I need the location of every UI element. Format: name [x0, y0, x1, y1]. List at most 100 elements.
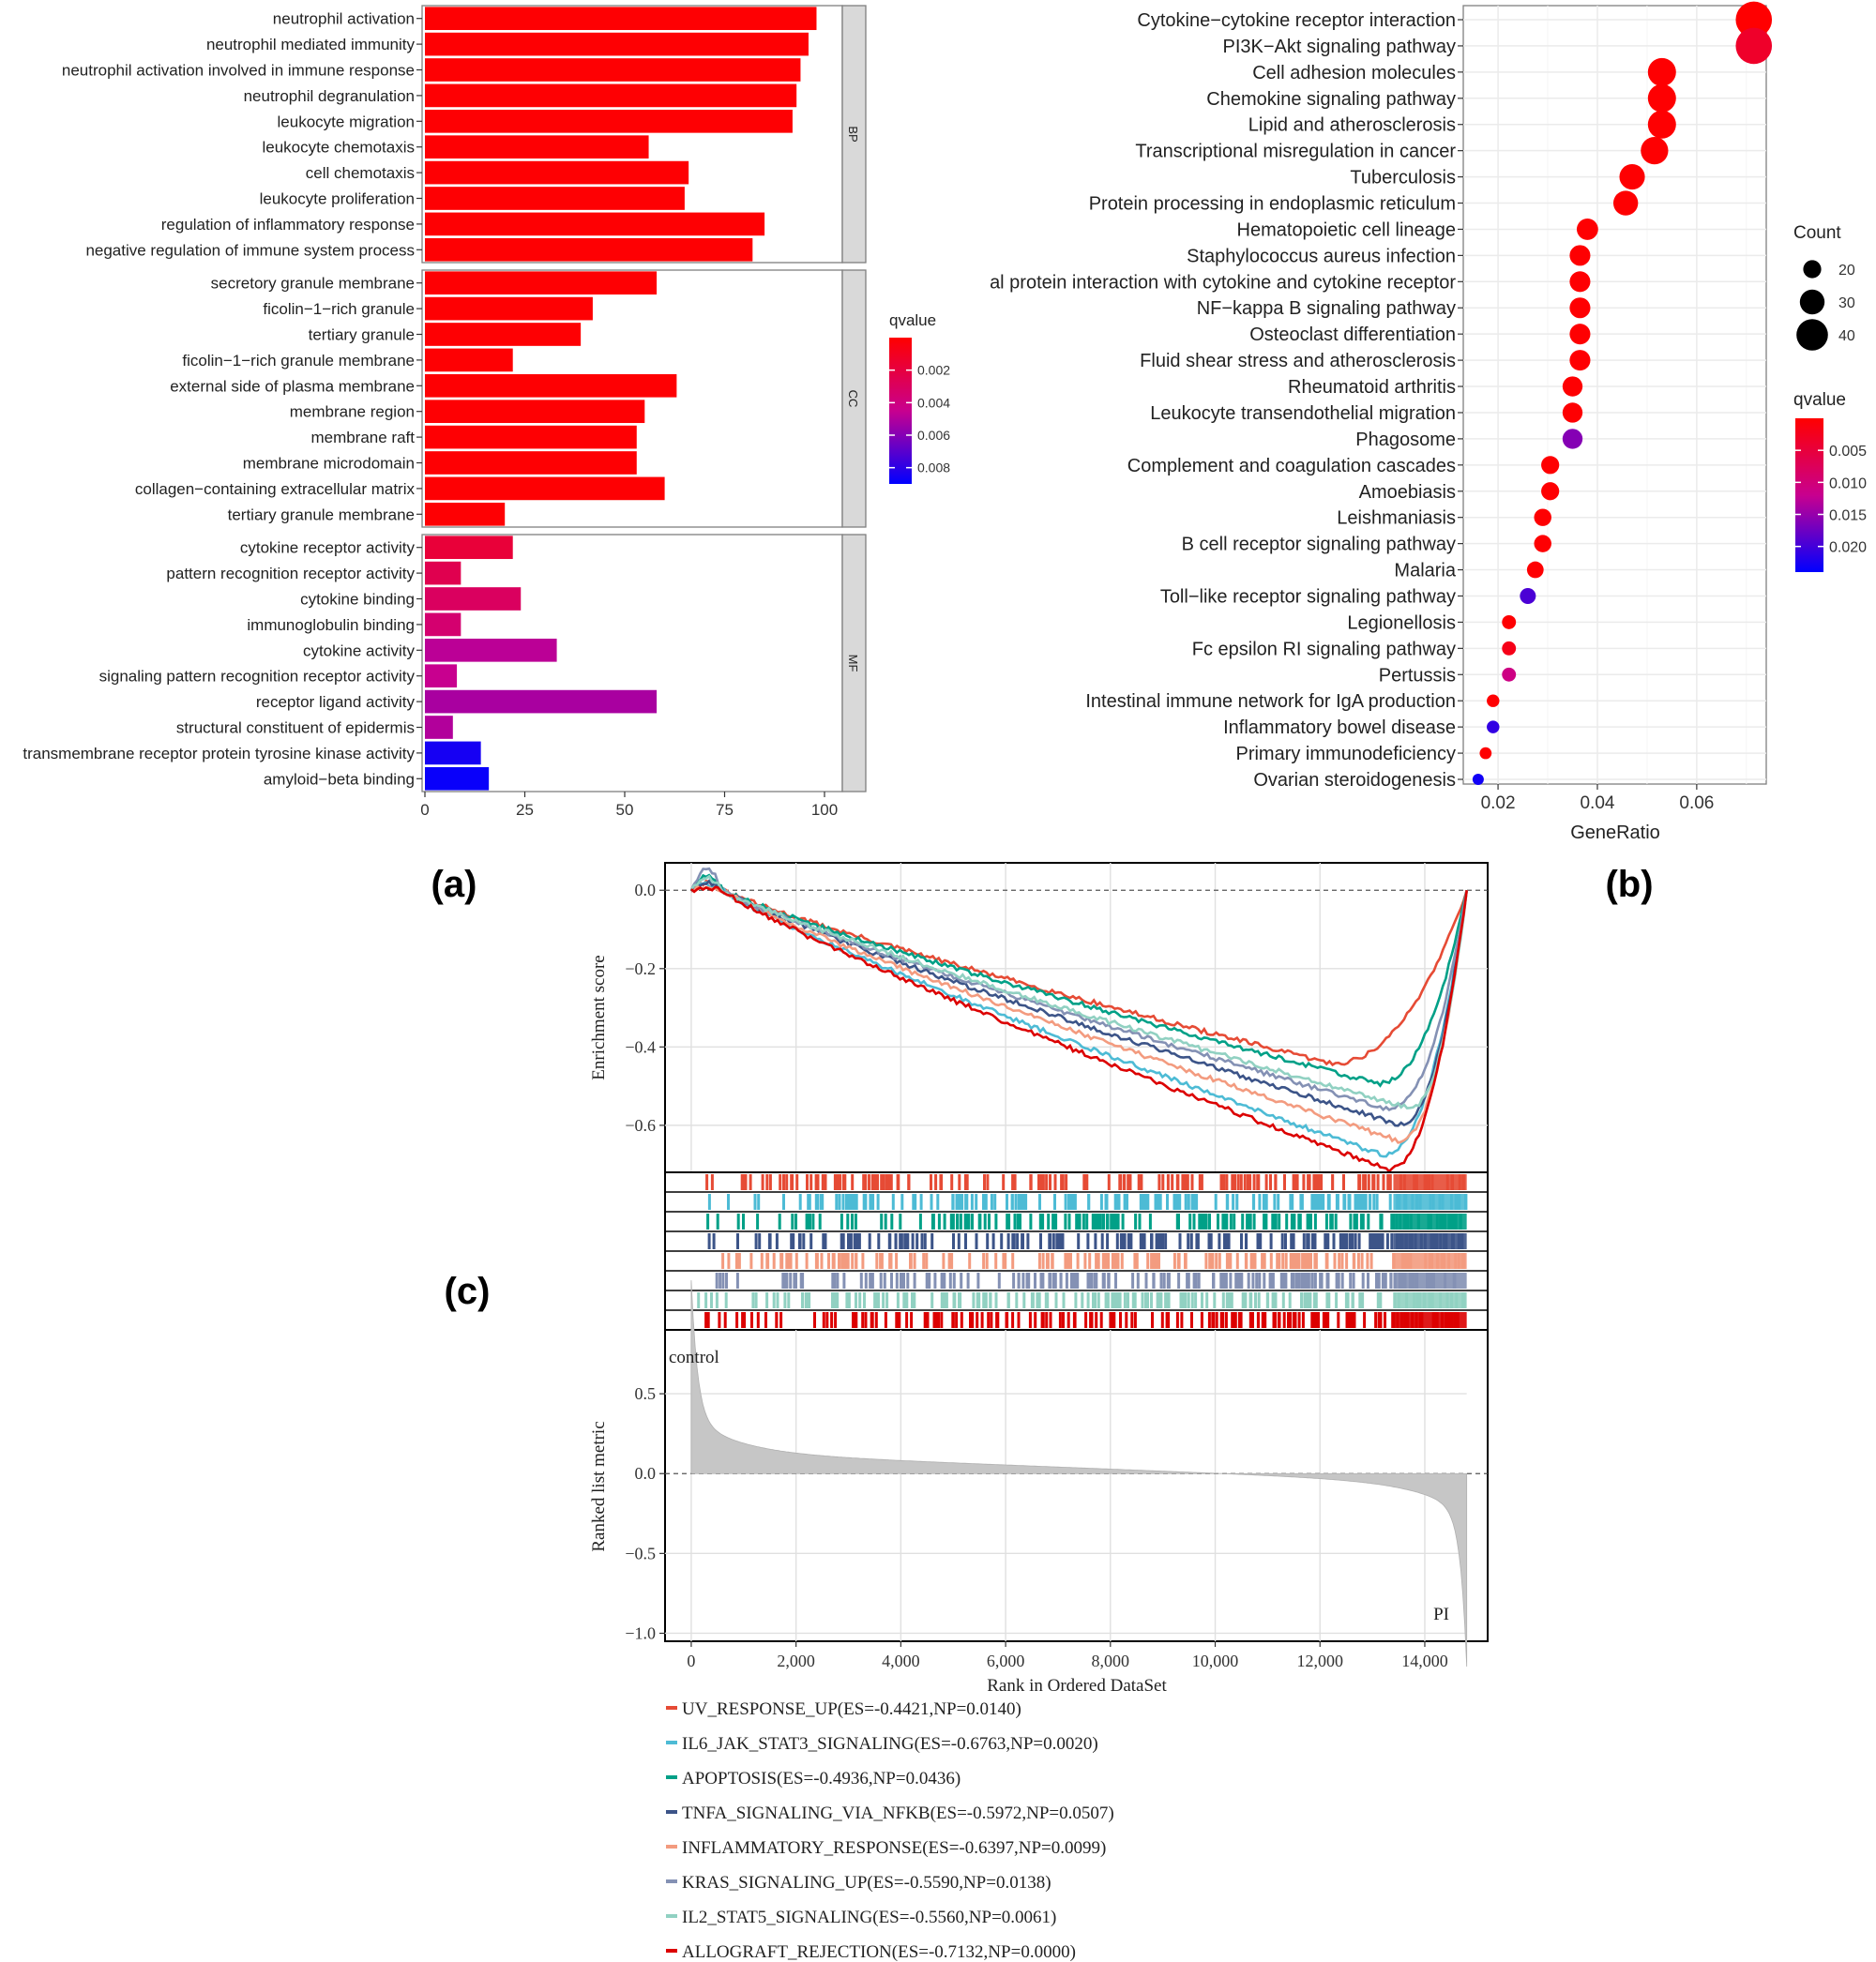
point — [1569, 271, 1591, 293]
term-label: negative regulation of immune system pro… — [85, 241, 415, 259]
term-label: Rheumatoid arthritis — [1288, 377, 1456, 398]
term-label: Inflammatory bowel disease — [1223, 717, 1456, 738]
point — [1502, 614, 1517, 629]
term-label: Primary immunodeficiency — [1235, 744, 1456, 764]
term-label: secretory granule membrane — [211, 275, 415, 293]
facet-panel-mf — [421, 534, 843, 792]
term-label: leukocyte migration — [278, 113, 415, 130]
panel-c-metric-frame — [664, 1329, 1489, 1642]
x-tick-label: 6,000 — [987, 1652, 1025, 1670]
x-tick-label: 14,000 — [1401, 1652, 1448, 1670]
x-tick-label: 25 — [516, 801, 534, 819]
panel-c-metric-area — [690, 1280, 1468, 1668]
term-label: Protein processing in endoplasmic reticu… — [1089, 194, 1456, 215]
legend-label: IL6_JAK_STAT3_SIGNALING(ES=-0.6763,NP=0.… — [682, 1734, 1098, 1754]
bar — [425, 664, 458, 688]
point — [1541, 482, 1560, 501]
y-tick-label: −0.4 — [625, 1037, 656, 1056]
term-label: leukocyte proliferation — [260, 190, 415, 208]
y-tick-label: 0.0 — [635, 881, 657, 899]
panel-label-a: (a) — [431, 864, 477, 905]
legend-tick-label: 0.005 — [1829, 444, 1867, 460]
term-label: tertiary granule membrane — [228, 506, 415, 523]
panel-c-es-lines — [689, 867, 1468, 1173]
bar — [425, 766, 490, 791]
bar — [425, 638, 557, 662]
term-label: NF−kappa B signaling pathway — [1197, 298, 1456, 319]
term-label: pattern recognition receptor activity — [166, 565, 415, 582]
term-label: cytokine receptor activity — [240, 539, 416, 557]
legend-label: KRAS_SIGNALING_UP(ES=-0.5590,NP=0.0138) — [682, 1873, 1051, 1893]
point — [1479, 747, 1492, 760]
term-label: receptor ligand activity — [256, 693, 416, 711]
term-label: leukocyte chemotaxis — [262, 139, 415, 157]
point — [1647, 110, 1676, 139]
term-label: Leukocyte transendothelial migration — [1150, 403, 1456, 424]
bar — [425, 32, 809, 56]
hit-marks-tnfa-signaling-via-nfkb — [707, 1233, 1464, 1249]
panel-b-count-legend-title: Count — [1793, 223, 1841, 243]
point — [1641, 137, 1669, 165]
y-tick-label: −0.2 — [625, 959, 656, 978]
panel-a-bars — [425, 7, 817, 791]
panel-c-x-axis-title: Rank in Ordered DataSet — [987, 1676, 1167, 1696]
term-label: Phagosome — [1355, 430, 1456, 450]
point — [1502, 641, 1517, 656]
term-label: tertiary granule — [309, 326, 415, 344]
term-label: B cell receptor signaling pathway — [1182, 535, 1456, 555]
hit-block-allograft-rejection — [1393, 1312, 1467, 1328]
legend-label: ALLOGRAFT_REJECTION(ES=-0.7132,NP=0.0000… — [682, 1942, 1076, 1962]
term-label: Transcriptional misregulation in cancer — [1135, 142, 1456, 162]
term-label: Leishmaniasis — [1337, 508, 1456, 529]
term-label: regulation of inflammatory response — [161, 216, 415, 234]
bar — [425, 476, 665, 501]
facet-strip-label: MF — [846, 655, 860, 672]
point — [1619, 164, 1645, 190]
y-tick-label: −0.6 — [625, 1116, 656, 1135]
point — [1576, 219, 1598, 240]
panel-a-facet-strips: BP CC MF — [841, 5, 867, 792]
legend-tick-label: 0.008 — [917, 460, 950, 475]
term-label: cytokine activity — [303, 641, 416, 659]
term-label: membrane region — [290, 403, 415, 421]
bar — [425, 451, 637, 475]
x-tick-label: 0 — [420, 801, 429, 819]
term-label: Complement and coagulation cascades — [1127, 456, 1456, 476]
term-label: signaling pattern recognition receptor a… — [99, 668, 416, 686]
hit-block-tnfa-signaling-via-nfkb — [1393, 1233, 1467, 1249]
bar — [425, 587, 522, 611]
panel-b-qvalue-legend: qvalue 0.005 0.010 0.015 0.020 — [1793, 390, 1867, 572]
term-label: immunoglobulin binding — [247, 616, 415, 634]
term-label: transmembrane receptor protein tyrosine … — [23, 745, 415, 762]
es-line-allograft-rejection — [690, 885, 1468, 1173]
count-legend-label: 40 — [1838, 328, 1855, 344]
x-tick-label: 10,000 — [1192, 1652, 1239, 1670]
panel-label-c: (c) — [445, 1271, 491, 1312]
count-legend-label: 30 — [1838, 295, 1855, 311]
bar — [425, 561, 461, 585]
legend-tick-label: 0.020 — [1829, 540, 1867, 556]
term-label: Intestinal immune network for IgA produc… — [1085, 691, 1456, 712]
point — [1569, 245, 1591, 266]
bar — [425, 187, 685, 210]
x-tick-label: 50 — [616, 801, 634, 819]
hit-block-kras-signaling-up — [1393, 1273, 1467, 1289]
panel-c-hit-bars — [664, 1171, 1489, 1331]
bar — [425, 160, 689, 185]
point — [1569, 297, 1591, 319]
point — [1534, 535, 1551, 552]
point — [1569, 324, 1591, 345]
point — [1520, 587, 1536, 605]
term-label: structural constituent of epidermis — [176, 719, 415, 737]
bar — [425, 109, 793, 133]
facet-strip-bp — [841, 5, 867, 264]
panel-c-legend: UV_RESPONSE_UP(ES=-0.4421,NP=0.0140) IL6_… — [666, 1699, 1114, 1962]
bar — [425, 373, 677, 398]
term-label: membrane raft — [310, 429, 415, 446]
es-line-il6-jak-stat3-signaling — [690, 881, 1468, 1158]
count-legend-dot — [1796, 319, 1828, 351]
point — [1526, 561, 1544, 579]
facet-strip-mf — [841, 534, 867, 792]
panel-c-gsea-plot: (c) 0.0 −0.2 −0.4 −0.6 Enrichment score 0.5… — [445, 862, 1489, 1962]
term-label: al protein interaction with cytokine and… — [990, 272, 1456, 293]
